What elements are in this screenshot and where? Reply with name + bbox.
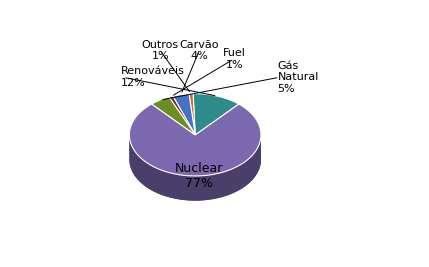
Polygon shape [130,135,261,201]
Text: Carvão
4%: Carvão 4% [180,40,219,61]
Text: Fuel
1%: Fuel 1% [223,48,246,70]
Polygon shape [173,94,195,135]
Polygon shape [130,104,261,176]
Polygon shape [130,135,261,201]
Text: Gás
Natural
5%: Gás Natural 5% [278,61,319,94]
Polygon shape [152,97,195,135]
Polygon shape [193,94,239,135]
Text: Outros
1%: Outros 1% [142,40,179,61]
Polygon shape [169,96,195,135]
Text: Renováveis
12%: Renováveis 12% [121,66,185,88]
Text: Nuclear
77%: Nuclear 77% [175,162,224,190]
Polygon shape [189,94,195,135]
